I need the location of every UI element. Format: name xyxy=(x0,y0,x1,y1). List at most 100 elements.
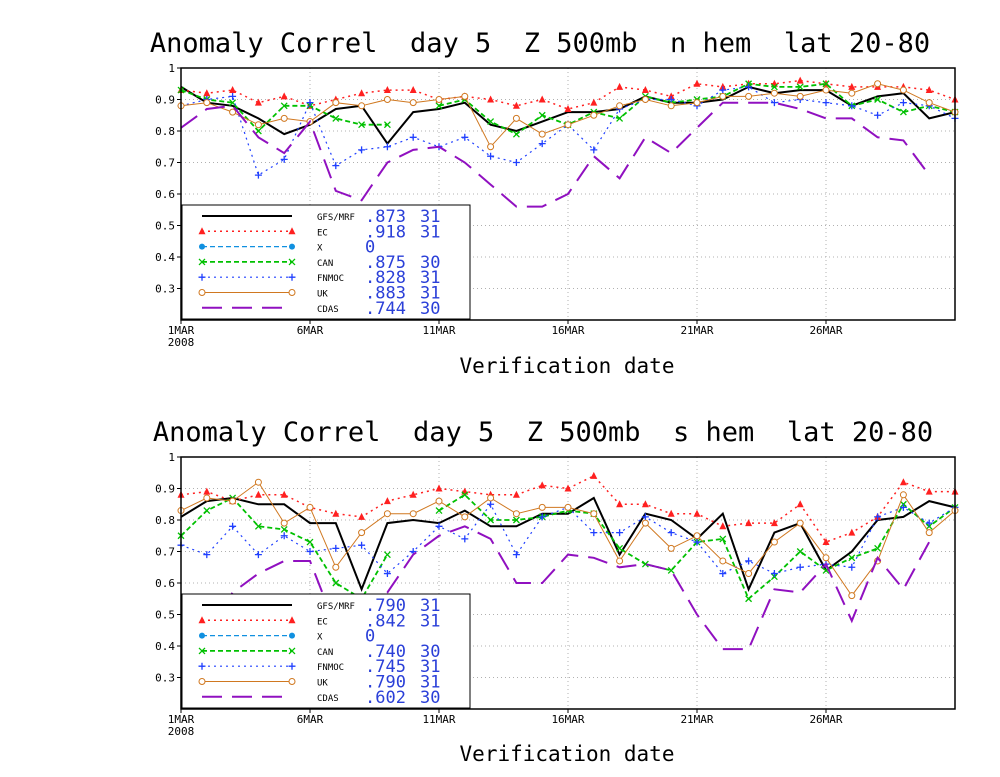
data-point-triangle xyxy=(796,76,804,84)
y-axis-ticks: 0.3 0.4 0.5 0.6 0.7 0.8 0.9 1 xyxy=(155,62,181,296)
legend-series-mean: .918 xyxy=(365,222,406,242)
y-tick-label: 0.7 xyxy=(155,157,175,170)
data-point-circle xyxy=(199,632,205,639)
x-tick-label: 16MAR xyxy=(551,324,584,337)
y-tick-label: 0.5 xyxy=(155,609,175,622)
data-point-circle xyxy=(229,108,237,116)
legend-series-mean: .744 xyxy=(365,299,406,319)
data-point-x xyxy=(796,83,804,91)
y-tick-label: 0.7 xyxy=(155,546,175,559)
data-point-plus xyxy=(487,500,495,508)
chart-title: Anomaly Correl day 5 Z 500mb n hem lat 2… xyxy=(150,28,930,59)
data-point-circle xyxy=(641,519,649,527)
data-point-plus xyxy=(719,86,727,94)
data-point-x xyxy=(822,80,830,88)
data-point-triangle xyxy=(899,478,907,486)
data-point-plus xyxy=(461,535,469,543)
data-point-triangle xyxy=(796,500,804,508)
x-tick-label: 26MAR xyxy=(809,713,842,726)
data-point-circle xyxy=(203,99,211,107)
data-point-triangle xyxy=(538,481,546,489)
data-point-triangle xyxy=(358,512,366,520)
data-point-x xyxy=(745,595,753,603)
data-point-triangle xyxy=(616,82,624,90)
data-point-circle xyxy=(435,497,443,505)
data-point-triangle xyxy=(383,86,391,94)
data-point-triangle xyxy=(254,98,262,106)
data-point-x xyxy=(512,516,520,524)
data-point-circle xyxy=(693,99,701,107)
data-point-circle xyxy=(512,114,520,122)
data-point-triangle xyxy=(512,490,520,498)
data-point-circle xyxy=(616,102,624,110)
data-point-circle xyxy=(590,111,598,119)
data-point-plus xyxy=(745,83,753,91)
data-point-x xyxy=(667,566,675,574)
data-point-plus xyxy=(719,570,727,578)
y-tick-label: 0.9 xyxy=(155,483,175,496)
data-point-plus xyxy=(229,522,237,530)
y-tick-label: 0.8 xyxy=(155,125,175,138)
data-point-plus xyxy=(254,171,262,179)
x-tick-label: 6MAR xyxy=(297,713,324,726)
series-line-uk xyxy=(180,481,956,597)
data-point-triangle xyxy=(616,500,624,508)
data-point-triangle xyxy=(564,104,572,112)
data-point-plus xyxy=(796,563,804,571)
data-point-circle xyxy=(289,243,295,250)
data-point-triangle xyxy=(564,484,572,492)
legend-series-count: 31 xyxy=(420,207,440,227)
data-point-circle xyxy=(409,99,417,107)
data-point-circle xyxy=(848,592,856,600)
legend: GFS/MRF .790 31 EC .842 31 X 0 CAN .740 30 FNMOC .74… xyxy=(181,593,471,709)
legend-series-mean: .790 xyxy=(365,596,406,616)
data-point-triangle xyxy=(745,519,753,527)
data-point-x xyxy=(383,551,391,559)
data-point-plus xyxy=(848,102,856,110)
chart-title: Anomaly Correl day 5 Z 500mb s hem lat 2… xyxy=(153,417,933,448)
legend-series-mean: .745 xyxy=(365,657,406,677)
data-point-triangle xyxy=(254,490,262,498)
legend: GFS/MRF .873 31 EC .918 31 X 0 CAN .875 30 FNMOC .82… xyxy=(181,204,471,320)
data-point-plus xyxy=(512,551,520,559)
data-point-circle xyxy=(538,503,546,511)
x-tick-label: 21MAR xyxy=(680,324,713,337)
data-point-triangle xyxy=(822,538,830,546)
data-point-circle xyxy=(254,121,262,129)
legend-series-name: CAN xyxy=(317,259,333,269)
data-point-triangle xyxy=(409,86,417,94)
legend-series-count: 30 xyxy=(420,253,440,273)
legend-series-name: FNMOC xyxy=(317,274,344,284)
legend-series-count: 31 xyxy=(420,673,440,693)
legend-series-count: 30 xyxy=(420,299,440,319)
data-point-x xyxy=(641,560,649,568)
data-point-plus xyxy=(280,155,288,163)
legend-series-count: 31 xyxy=(420,268,440,288)
data-point-triangle xyxy=(719,522,727,530)
legend-series-name: GFS/MRF xyxy=(317,213,355,223)
data-point-triangle xyxy=(203,89,211,97)
data-point-x xyxy=(874,96,882,103)
data-point-triangle xyxy=(667,92,675,100)
legend-series-mean: .875 xyxy=(365,253,406,273)
data-point-circle xyxy=(512,510,520,518)
data-point-x xyxy=(254,522,262,530)
data-point-plus xyxy=(616,529,624,537)
series-line-cdas xyxy=(180,525,931,651)
data-point-x xyxy=(306,538,314,546)
data-point-plus xyxy=(745,557,753,565)
data-point-circle xyxy=(770,538,778,546)
data-point-x xyxy=(288,647,296,655)
data-point-x xyxy=(358,121,366,129)
data-point-plus xyxy=(874,513,882,521)
data-point-plus xyxy=(590,529,598,537)
data-point-plus xyxy=(203,551,211,559)
data-point-circle xyxy=(435,96,443,103)
data-point-triangle xyxy=(203,487,211,495)
data-point-plus xyxy=(288,273,296,281)
data-point-triangle xyxy=(512,101,520,109)
data-point-x xyxy=(198,647,206,655)
y-tick-label: 0.9 xyxy=(155,94,175,107)
data-point-triangle xyxy=(280,92,288,100)
